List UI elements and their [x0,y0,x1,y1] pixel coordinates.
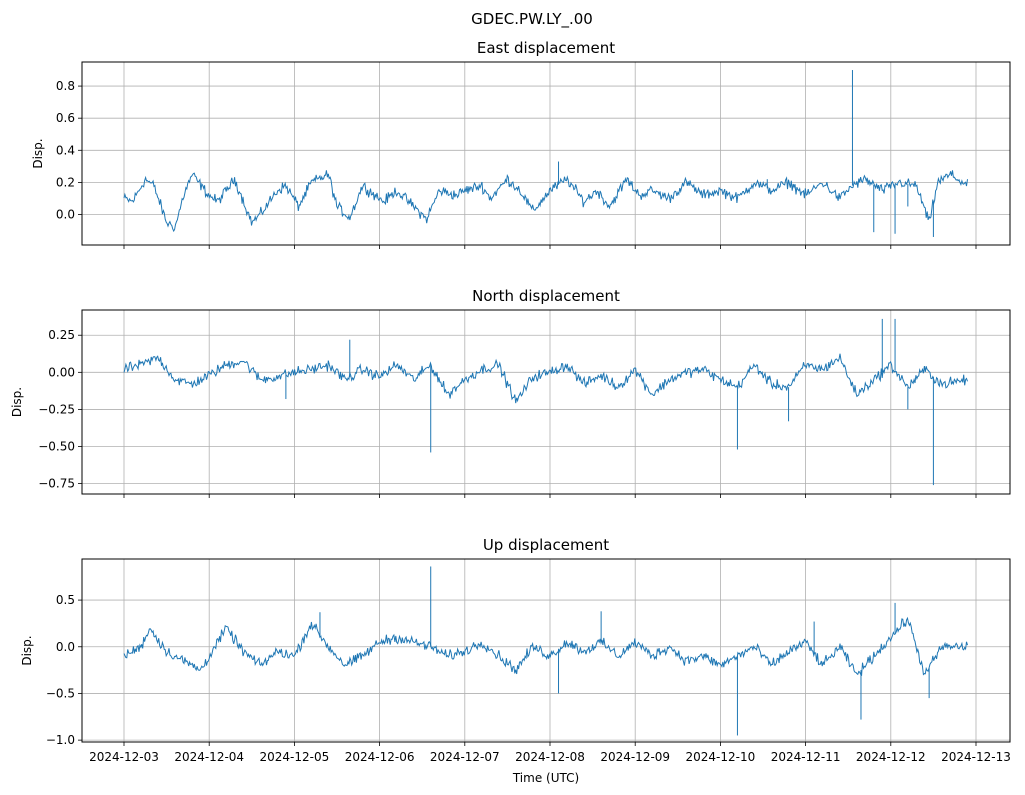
up-panel-title: Up displacement [483,536,609,554]
y-tick-label: −0.25 [38,402,75,416]
x-axis-label: Time (UTC) [512,771,579,785]
x-tick-label: 2024-12-08 [515,750,585,764]
up-y-axis-label: Disp. [20,635,34,665]
y-tick-label: 0.4 [56,143,75,157]
north-panel-title: North displacement [472,287,620,305]
axes-frame [81,309,1011,495]
y-tick-label: −0.5 [46,686,75,700]
y-tick-label: 0.00 [48,365,75,379]
figure-suptitle: GDEC.PW.LY_.00 [471,10,593,29]
x-tick-label: 2024-12-03 [89,750,159,764]
north-y-axis-label: Disp. [10,387,24,417]
y-tick-label: 0.5 [56,593,75,607]
x-tick-label: 2024-12-13 [941,750,1011,764]
y-tick-label: 0.2 [56,175,75,189]
y-tick-label: −1.0 [46,733,75,747]
x-tick-label: 2024-12-06 [345,750,415,764]
x-tick-label: 2024-12-07 [430,750,500,764]
series-line [123,170,968,233]
y-tick-label: 0.0 [56,640,75,654]
north-displacement-panel: North displacement Disp. −0.75 −0.50 −0.25… [10,287,1011,498]
axes-frame [81,558,1011,743]
east-displacement-panel: East displacement Disp. 0.0 0.2 0.4 0.6 0.8 [31,39,1011,249]
series-line [123,616,968,677]
x-tick-label: 2024-12-05 [260,750,330,764]
up-displacement-panel: Up displacement Disp. −1.0 −0.5 0.0 0.5 2024… [20,536,1011,764]
x-tick-label: 2024-12-09 [600,750,670,764]
y-tick-label: 0.8 [56,79,75,93]
y-tick-label: −0.50 [38,440,75,454]
y-tick-label: 0.25 [48,328,75,342]
series-line [123,353,968,404]
y-tick-label: 0.6 [56,111,75,125]
x-tick-label: 2024-12-10 [686,750,756,764]
east-panel-title: East displacement [477,39,615,57]
y-tick-label: −0.75 [38,477,75,491]
y-tick-label: 0.0 [56,208,75,222]
east-y-axis-label: Disp. [31,138,45,168]
x-tick-label: 2024-12-11 [771,750,841,764]
axes-frame [81,61,1011,246]
x-tick-label: 2024-12-04 [174,750,244,764]
x-tick-label: 2024-12-12 [856,750,926,764]
